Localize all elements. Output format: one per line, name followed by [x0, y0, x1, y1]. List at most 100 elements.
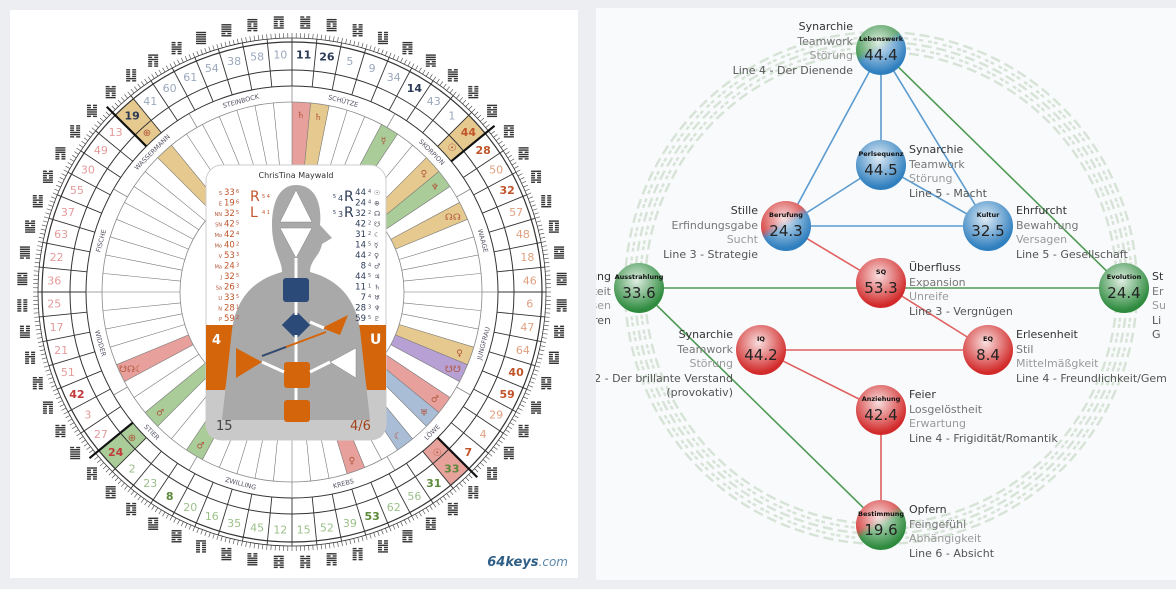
hexagram-line — [524, 427, 529, 429]
line-tick — [41, 357, 47, 360]
hexagram-line — [493, 471, 498, 474]
node-bestimmung[interactable]: Bestimmung 19.6 — [856, 500, 906, 550]
activation-band-gate-11 — [292, 102, 311, 181]
hexagram-line — [171, 52, 176, 55]
hexagram-line — [273, 560, 284, 562]
gate-divider — [150, 463, 178, 504]
hexagram-line — [408, 46, 413, 48]
gate-number-15: 15 — [297, 524, 311, 537]
hexagram-line — [42, 177, 47, 179]
hexagram-line — [548, 353, 553, 356]
line-tick — [42, 220, 48, 223]
line-tick — [111, 105, 116, 110]
hexagram-line — [126, 73, 131, 75]
hexagram-line — [447, 73, 458, 75]
line-tick — [224, 41, 227, 47]
line-tick — [345, 540, 347, 546]
line-tick — [526, 388, 532, 392]
highlighted-gate-33 — [422, 437, 469, 486]
hexagram-line — [548, 351, 559, 354]
label-line: Überfluss — [909, 261, 961, 274]
hexagram-line — [425, 521, 430, 524]
node-lebenswerk[interactable]: Lebenswerk 44.4 — [856, 25, 906, 75]
hexagram-line — [518, 431, 529, 433]
hexagram-line — [383, 33, 388, 36]
line-tick — [180, 57, 184, 63]
line-tick — [337, 541, 339, 547]
hexagram-line — [402, 46, 407, 48]
hexagram-line — [487, 115, 498, 118]
hexagram-icon — [503, 125, 514, 138]
hexagram-line — [431, 519, 436, 522]
type-letter: U — [370, 332, 381, 348]
hexagram-line — [202, 549, 207, 551]
line-tick — [418, 67, 422, 73]
hexagram-line — [19, 325, 24, 328]
node-perlsequenz[interactable]: Perlsequenz 44.5 — [856, 140, 906, 190]
label-line: Mittelmäßgkeit — [1016, 357, 1099, 370]
line-tick — [540, 237, 546, 239]
hexagram-icon — [425, 54, 436, 67]
hexagram-line — [541, 199, 546, 201]
line-tick — [373, 532, 376, 538]
node-evolution[interactable]: Evolution 24.4 — [1099, 263, 1149, 313]
hexagram-line — [487, 473, 492, 476]
node-eq[interactable]: EQ 8.4 — [963, 325, 1013, 375]
line-tick — [144, 78, 148, 84]
64keys-logo[interactable]: 64keys.com — [487, 555, 568, 570]
node-highlight — [761, 201, 811, 251]
line-tick — [44, 216, 50, 219]
node-kultur[interactable]: Kultur 32.5 — [963, 201, 1013, 251]
node-anziehung[interactable]: Anziehung 42.4 — [856, 385, 906, 435]
hexagram-line — [31, 360, 36, 362]
hexagram-line — [431, 526, 436, 528]
gate-number-21: 21 — [54, 344, 68, 357]
hexagram-line — [25, 222, 36, 224]
line-tick — [117, 480, 122, 485]
node-ausstrahlung[interactable]: Ausstrahlung 33.6 — [614, 263, 664, 313]
line-tick — [121, 97, 125, 102]
line-tick — [503, 147, 508, 152]
hexagram-line — [32, 387, 37, 390]
design-planet: NN — [215, 212, 223, 218]
hexagram-line — [273, 22, 278, 25]
node-sq[interactable]: SQ 53.3 — [856, 258, 906, 308]
hexagram-line — [25, 325, 30, 328]
hexagram-line — [86, 113, 97, 115]
hexagram-line — [541, 387, 546, 390]
hexagram-line — [518, 433, 523, 436]
hexagram-line — [474, 85, 479, 88]
line-tick — [52, 192, 58, 196]
hexagram-icon — [126, 69, 137, 82]
hexagram-line — [253, 23, 258, 25]
line-tick — [220, 42, 223, 48]
line-tick — [361, 536, 364, 542]
hexagram-line — [518, 155, 529, 158]
line-tick — [63, 411, 69, 415]
hexagram-line — [17, 299, 22, 301]
hexagram-line — [32, 385, 37, 388]
hexagram-line — [126, 509, 131, 511]
line-tick — [485, 456, 490, 460]
node-berufung[interactable]: Berufung 24.3 — [761, 201, 811, 251]
profile-graph: Lebenswerk 44.4 Perlsequenz 44.5 Berufung 24.… — [614, 25, 1149, 550]
gate-number-6: 6 — [526, 298, 533, 311]
node-iq[interactable]: IQ 44.2 — [736, 325, 786, 375]
channel — [261, 360, 285, 374]
hexagram-line — [86, 106, 91, 109]
hexagram-line — [23, 308, 28, 310]
channel-defined — [261, 346, 287, 357]
hexagram-line — [352, 554, 357, 556]
hexagram-line — [326, 18, 337, 21]
hexagram-line — [273, 16, 284, 18]
hexagram-icon — [105, 486, 116, 499]
gate-number-5: 5 — [346, 55, 353, 68]
spoke — [399, 324, 474, 348]
gate-number-33: 33 — [444, 462, 459, 475]
hexagram-line — [503, 131, 508, 134]
line-tick — [228, 538, 231, 544]
hexagram-line — [273, 566, 278, 569]
g-center — [281, 310, 311, 340]
label-line: Teamwork — [797, 34, 853, 48]
line-tick — [97, 121, 102, 125]
